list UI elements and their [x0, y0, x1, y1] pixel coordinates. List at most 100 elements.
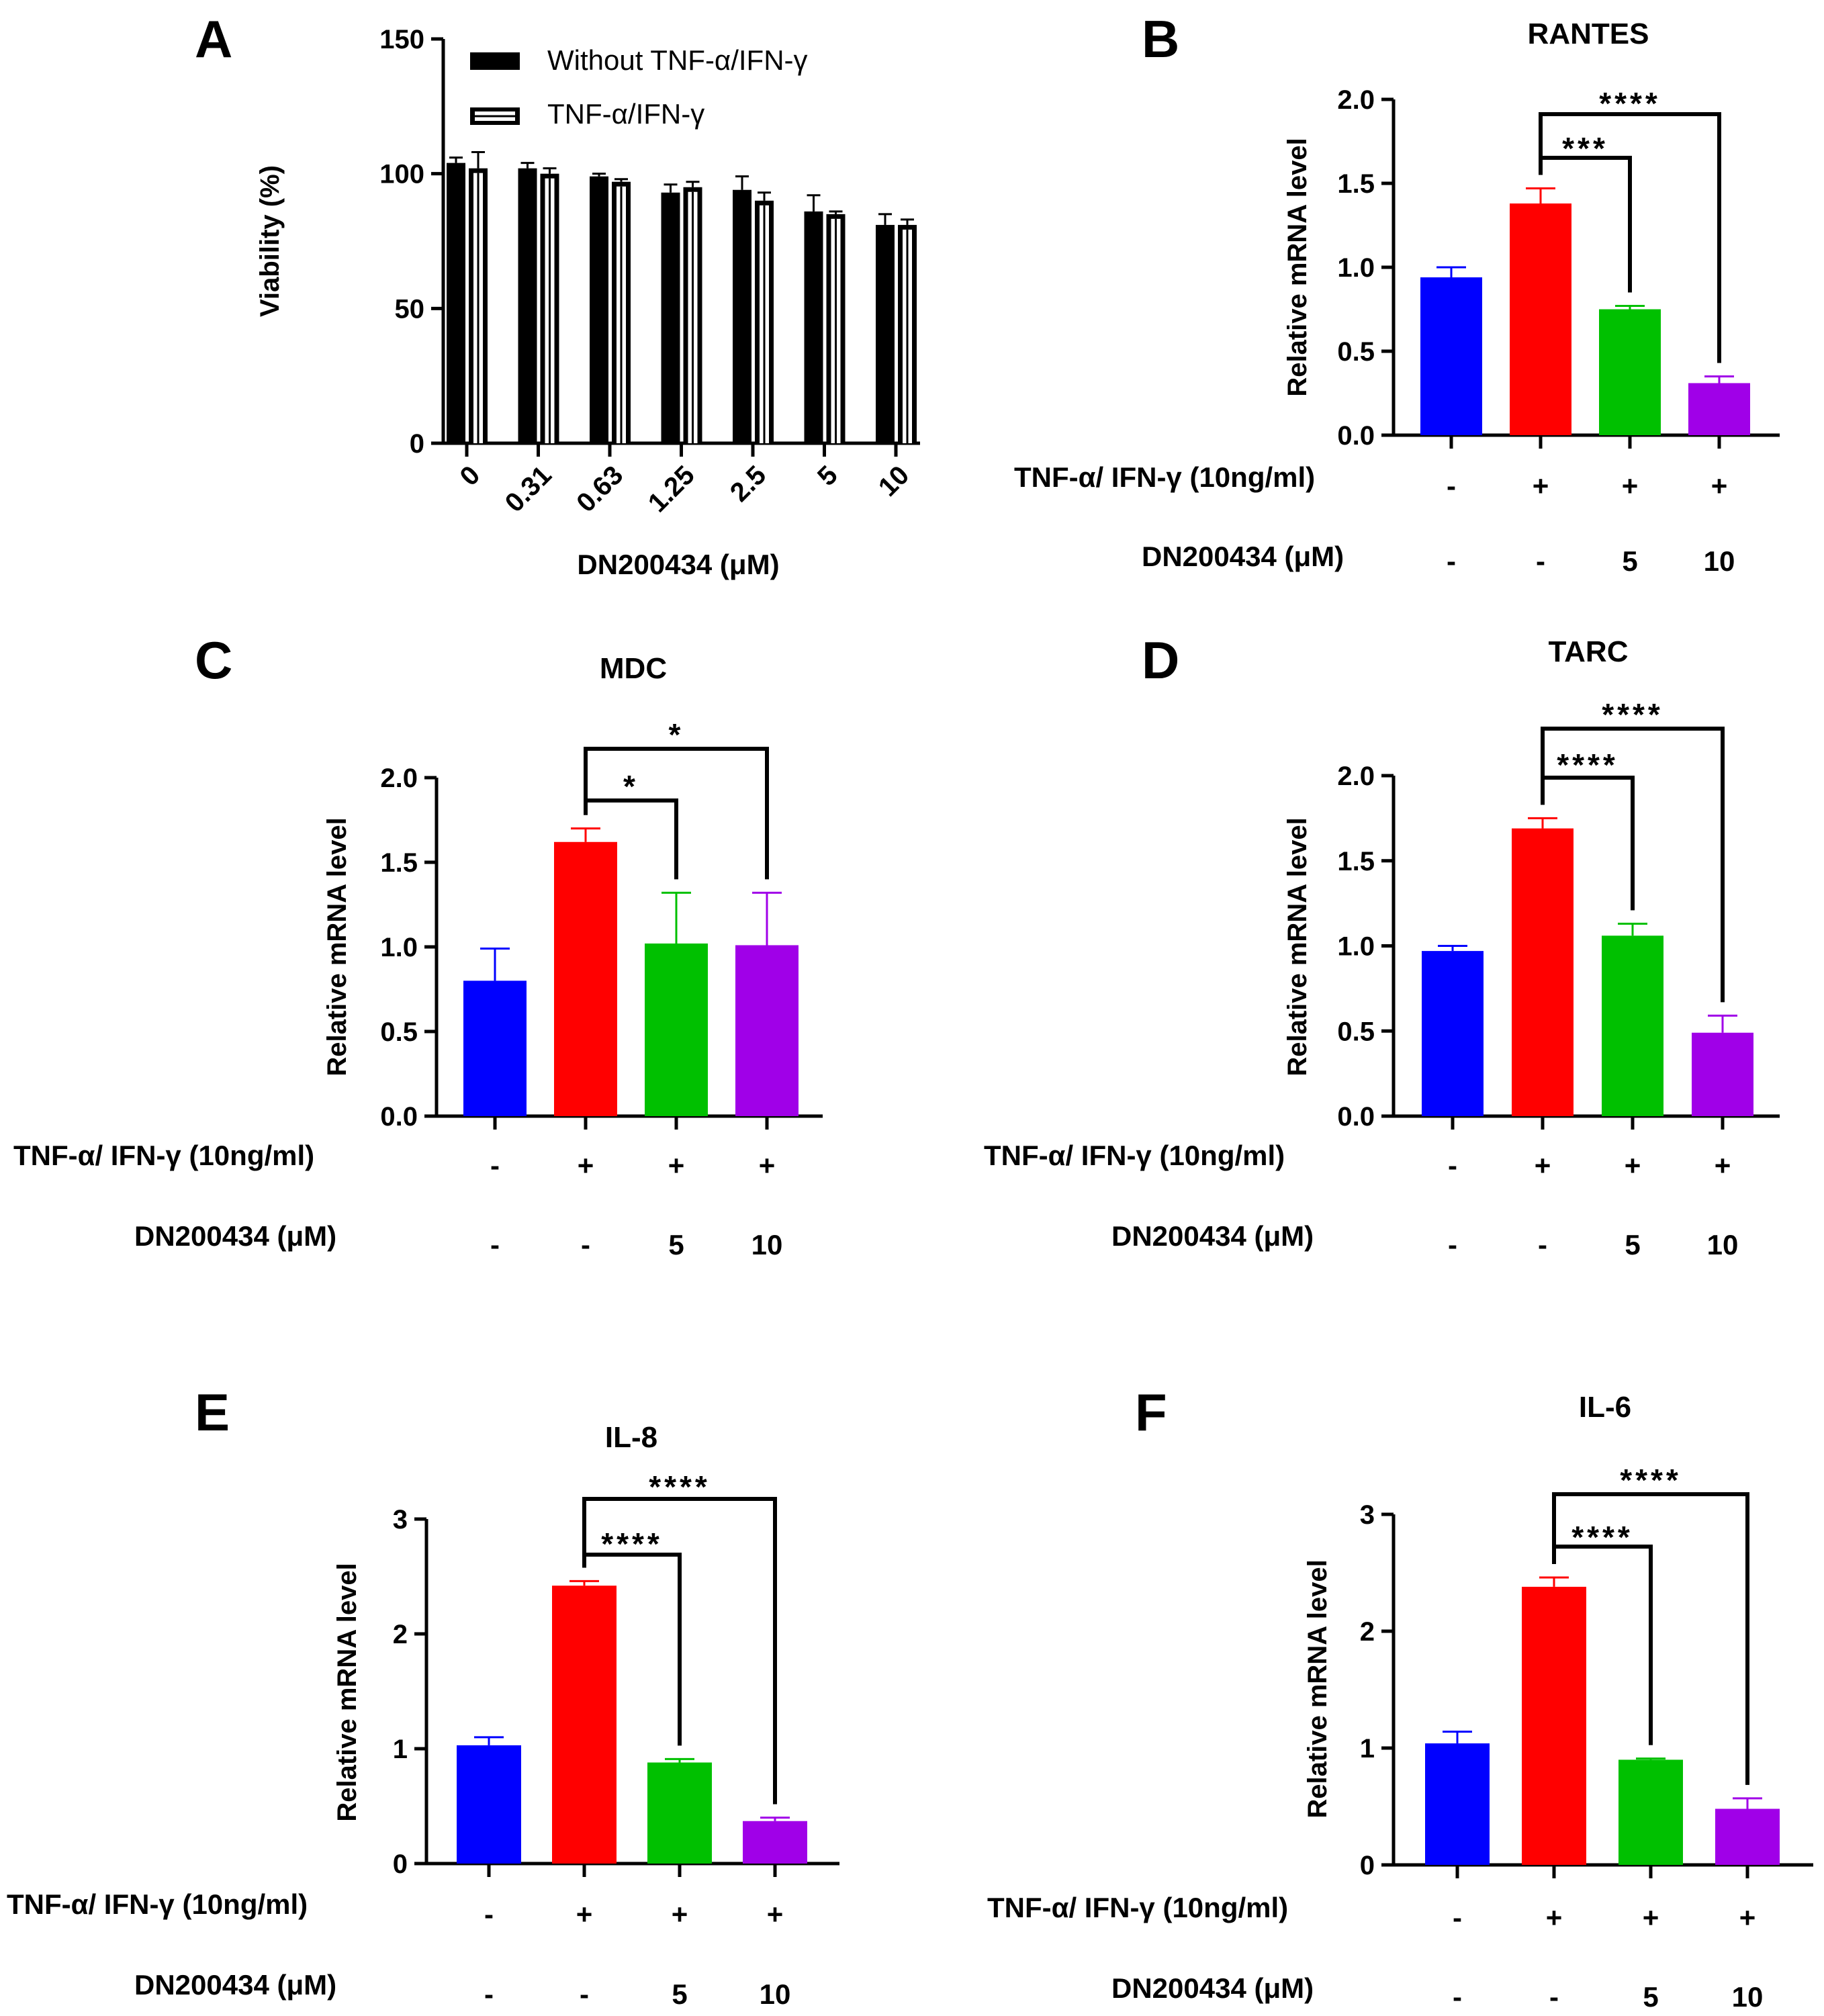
- tnf-row-label: TNF-α/ IFN-γ (10ng/ml): [984, 1140, 1285, 1171]
- panel-title: RANTES: [1528, 17, 1649, 50]
- x-axis-label: DN200434 (μM): [577, 549, 779, 580]
- bar-without: [518, 168, 537, 443]
- tnf-row-value: -: [1447, 470, 1456, 502]
- dn-row-value: 5: [668, 1229, 684, 1261]
- significance-label: ****: [649, 1469, 711, 1504]
- y-axis-label: Relative mRNA level: [322, 817, 352, 1076]
- bar: [1618, 1759, 1683, 1865]
- y-tick-label: 0.0: [1337, 1102, 1375, 1132]
- y-tick-label: 1.0: [1337, 253, 1375, 283]
- x-tick-label: 0.31: [500, 460, 557, 518]
- bar-without: [733, 189, 751, 443]
- y-tick-label: 0.5: [1337, 337, 1375, 367]
- bar: [463, 980, 527, 1116]
- dn-row-value: -: [580, 1978, 589, 2010]
- bar: [1522, 1586, 1586, 1865]
- y-tick-label: 0.0: [380, 1102, 418, 1132]
- tnf-row-value: +: [1739, 1902, 1756, 1933]
- panel-d: D 0.0 0.5 1.0 1.5 2.0 Relative mRNA level TARC -…: [984, 631, 1780, 1261]
- bar: [457, 1745, 521, 1864]
- x-tick-label: 1.25: [643, 460, 700, 518]
- dn-row-label: DN200434 (μM): [134, 1220, 336, 1252]
- y-tick-label: 0: [393, 1849, 408, 1879]
- bar: [1688, 383, 1750, 435]
- dn-row-value: 10: [1732, 1981, 1764, 2013]
- significance-label: ****: [1557, 747, 1618, 782]
- y-tick-label: 1.0: [1337, 932, 1375, 962]
- y-tick-label: 2.0: [1337, 762, 1375, 791]
- y-tick-label: 50: [395, 294, 425, 324]
- tnf-row-value: +: [576, 1898, 593, 1930]
- bar: [1422, 951, 1484, 1116]
- bar-without: [876, 224, 895, 443]
- tnf-row-label: TNF-α/ IFN-γ (10ng/ml): [13, 1140, 314, 1171]
- dn-row-value: -: [1549, 1981, 1559, 2013]
- tnf-row-value: +: [578, 1150, 594, 1181]
- panel-title: TARC: [1549, 635, 1629, 668]
- dn-row-value: 5: [672, 1978, 687, 2010]
- dn-row-value: -: [1453, 1981, 1462, 2013]
- y-tick-label: 1.5: [1337, 847, 1375, 876]
- significance-bracket: [1552, 1492, 1749, 1785]
- bar-without: [447, 163, 465, 443]
- tnf-row-value: +: [1643, 1902, 1659, 1933]
- panel-c: C 0.0 0.5 1.0 1.5 2.0 Relative mRNA level MDC - -…: [13, 631, 823, 1261]
- y-tick-label: 1: [1360, 1734, 1375, 1763]
- tnf-row-label: TNF-α/ IFN-γ (10ng/ml): [1014, 461, 1315, 493]
- tnf-row-value: +: [1622, 470, 1639, 502]
- dn-row-value: 5: [1643, 1981, 1658, 2013]
- dn-row-value: -: [581, 1229, 590, 1261]
- dn-row-value: -: [1536, 545, 1545, 577]
- bar: [1512, 828, 1574, 1116]
- y-tick-label: 2.0: [380, 764, 418, 793]
- panel-title: MDC: [600, 652, 667, 685]
- significance-label: *: [669, 717, 684, 752]
- dn-row-label: DN200434 (μM): [1111, 1972, 1314, 2004]
- y-tick-label: 1.5: [380, 848, 418, 878]
- significance-bracket: [1539, 112, 1721, 363]
- y-tick-label: 0.0: [1337, 421, 1375, 451]
- significance-bracket: [582, 1497, 777, 1804]
- bar: [1602, 935, 1663, 1116]
- tnf-row-value: -: [490, 1150, 500, 1181]
- dn-row-value: -: [484, 1978, 494, 2010]
- panel-title: IL-8: [605, 1421, 657, 1454]
- tnf-row-label: TNF-α/ IFN-γ (10ng/ml): [7, 1888, 308, 1920]
- panel-title: IL-6: [1579, 1391, 1631, 1424]
- y-axis-label: Relative mRNA level: [1283, 138, 1312, 396]
- tnf-row-label: TNF-α/ IFN-γ (10ng/ml): [987, 1892, 1288, 1923]
- y-axis-label: Relative mRNA level: [1303, 1559, 1332, 1818]
- legend-label-with: TNF-α/IFN-γ: [547, 98, 704, 130]
- x-tick-label: 0: [455, 460, 486, 492]
- panel-letter: D: [1142, 631, 1179, 690]
- dn-row-value: -: [1448, 1229, 1457, 1261]
- y-tick-label: 2.0: [1337, 85, 1375, 115]
- dn-row-value: 10: [751, 1229, 783, 1261]
- tnf-row-value: +: [1533, 470, 1549, 502]
- tnf-row-value: +: [1535, 1150, 1551, 1181]
- tnf-row-value: +: [1625, 1150, 1641, 1181]
- panel-letter: A: [195, 9, 232, 68]
- bar: [645, 943, 708, 1116]
- y-tick-label: 0.5: [1337, 1017, 1375, 1046]
- dn-row-value: -: [1538, 1229, 1547, 1261]
- x-tick-label: 2.5: [725, 460, 772, 507]
- y-tick-label: 1.0: [380, 933, 418, 962]
- tnf-row-value: +: [759, 1150, 776, 1181]
- panel-a: A 0 50 100 150 Viability (%) 0 0.31 0.63 1.25 2.5 5…: [195, 9, 920, 580]
- y-axis-label: Relative mRNA level: [1283, 817, 1312, 1076]
- bar-without: [661, 192, 680, 443]
- tnf-row-value: -: [1453, 1902, 1462, 1933]
- panel-e: E 0 1 2 3 Relative mRNA level IL-8 - - + - +5 +10 TNF…: [7, 1383, 839, 2010]
- panel-letter: F: [1135, 1383, 1167, 1442]
- bar: [1420, 277, 1482, 435]
- significance-label: ****: [1620, 1463, 1682, 1498]
- significance-label: ****: [1599, 86, 1661, 121]
- panel-letter: E: [195, 1383, 230, 1442]
- dn-row-value: 5: [1622, 545, 1637, 577]
- y-tick-label: 2: [1360, 1617, 1375, 1647]
- dn-row-value: 10: [760, 1978, 791, 2010]
- significance-label: ***: [1562, 131, 1608, 166]
- tnf-row-value: +: [668, 1150, 685, 1181]
- dn-row-value: 10: [1707, 1229, 1739, 1261]
